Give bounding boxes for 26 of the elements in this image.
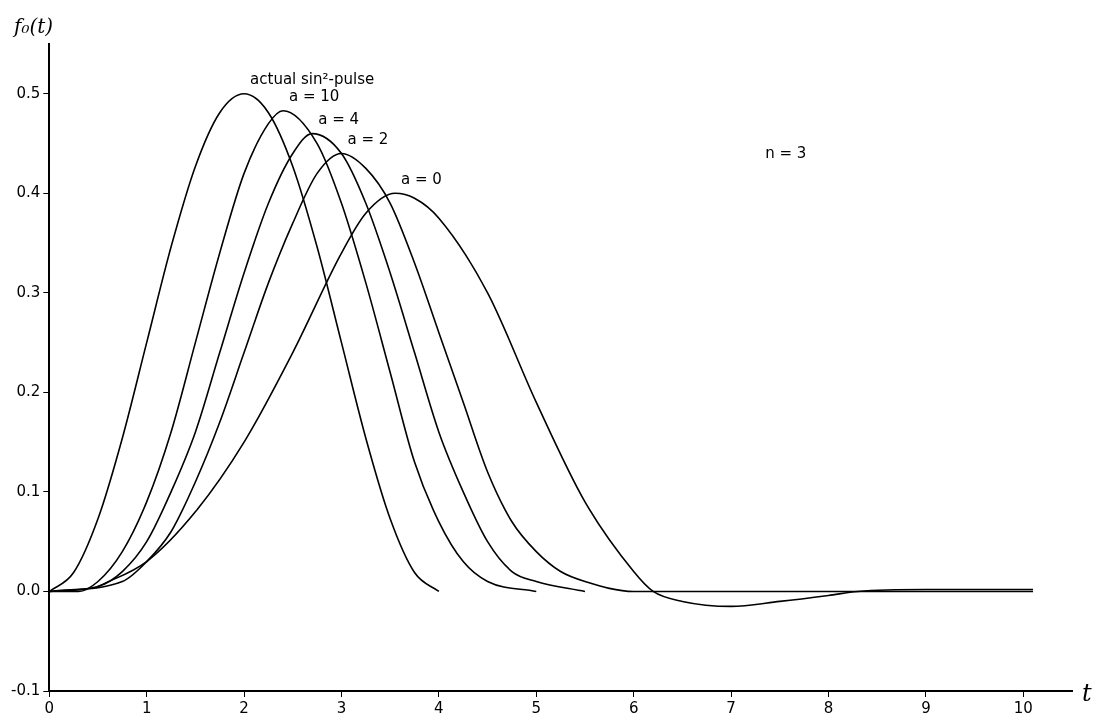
x-tick-label: 1 — [141, 698, 152, 717]
y-tick-label: 0.1 — [16, 481, 41, 500]
x-tick-label: 3 — [336, 698, 347, 717]
y-tick-label: 0.2 — [16, 382, 41, 401]
series-label: a = 2 — [347, 129, 389, 148]
y-axis-title: f₀(t) — [12, 14, 54, 39]
annotation: n = 3 — [765, 143, 807, 162]
series-label: actual sin²-pulse — [250, 70, 375, 89]
series-label: a = 0 — [401, 169, 442, 188]
x-tick-label: 4 — [434, 698, 444, 717]
y-tick-label: 0.3 — [16, 282, 41, 301]
x-tick-label: 5 — [531, 698, 542, 717]
y-tick-label: 0.4 — [16, 183, 41, 202]
y-tick-label: -0.1 — [10, 680, 41, 699]
x-axis-title: t — [1082, 679, 1092, 708]
series-label: a = 10 — [289, 87, 340, 106]
y-tick-label: 0.5 — [16, 83, 41, 102]
x-tick-label: 0 — [44, 698, 55, 717]
x-tick-label: 8 — [823, 698, 834, 717]
x-tick-label: 10 — [1013, 698, 1033, 717]
x-tick-label: 7 — [726, 698, 736, 717]
x-tick-label: 2 — [239, 698, 249, 717]
series-label: a = 4 — [318, 109, 360, 128]
x-tick-label: 9 — [921, 698, 931, 717]
x-tick-label: 6 — [628, 698, 639, 717]
y-tick-label: 0.0 — [16, 581, 41, 600]
